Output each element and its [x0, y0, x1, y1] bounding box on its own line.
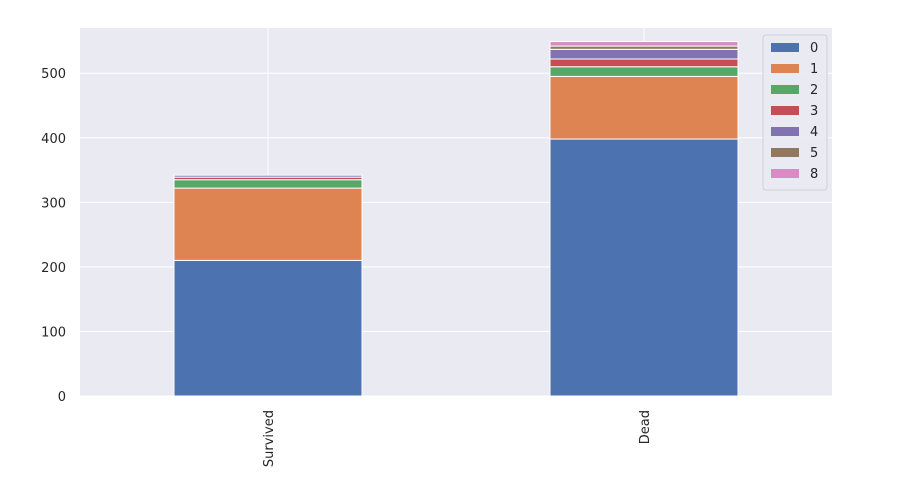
y-tick-label: 500	[41, 67, 66, 82]
bar-segment-survived-4	[173, 174, 363, 178]
y-tick-label: 400	[41, 132, 66, 147]
legend-swatch	[771, 64, 799, 73]
legend-swatch	[771, 85, 799, 94]
x-axis-ticks: Survived Dead	[262, 410, 653, 467]
legend-label: 0	[810, 41, 818, 56]
legend-label: 5	[810, 146, 818, 161]
x-tick-label: Dead	[638, 410, 653, 444]
bars	[173, 41, 739, 397]
y-tick-label: 300	[41, 196, 66, 211]
bar-segment-dead-1	[549, 75, 739, 140]
bar-segment-survived-0	[173, 259, 363, 397]
legend-swatch	[771, 169, 799, 178]
bar-segment-survived-2	[173, 179, 363, 189]
legend-label: 2	[810, 83, 818, 98]
legend-label: 3	[810, 104, 818, 119]
bar-segment-dead-8	[549, 41, 739, 47]
bar-segment-dead-0	[549, 138, 739, 397]
legend-label: 4	[810, 125, 818, 140]
legend: 0 1 2 3 4 5 8	[762, 34, 828, 191]
bar-segment-dead-2	[549, 66, 739, 77]
legend-swatch	[771, 43, 799, 52]
y-tick-label: 0	[58, 390, 66, 405]
bar-segment-dead-4	[549, 48, 739, 60]
legend-swatch	[771, 127, 799, 136]
bar-segment-dead-3	[549, 58, 739, 68]
legend-label: 8	[810, 167, 818, 182]
y-axis-ticks: 0 100 200 300 400 500	[41, 67, 66, 405]
y-tick-label: 100	[41, 325, 66, 340]
legend-label: 1	[810, 62, 818, 77]
x-tick-label: Survived	[262, 410, 277, 467]
bar-segment-survived-1	[173, 187, 363, 261]
legend-swatch	[771, 106, 799, 115]
legend-swatch	[771, 148, 799, 157]
y-tick-label: 200	[41, 261, 66, 276]
